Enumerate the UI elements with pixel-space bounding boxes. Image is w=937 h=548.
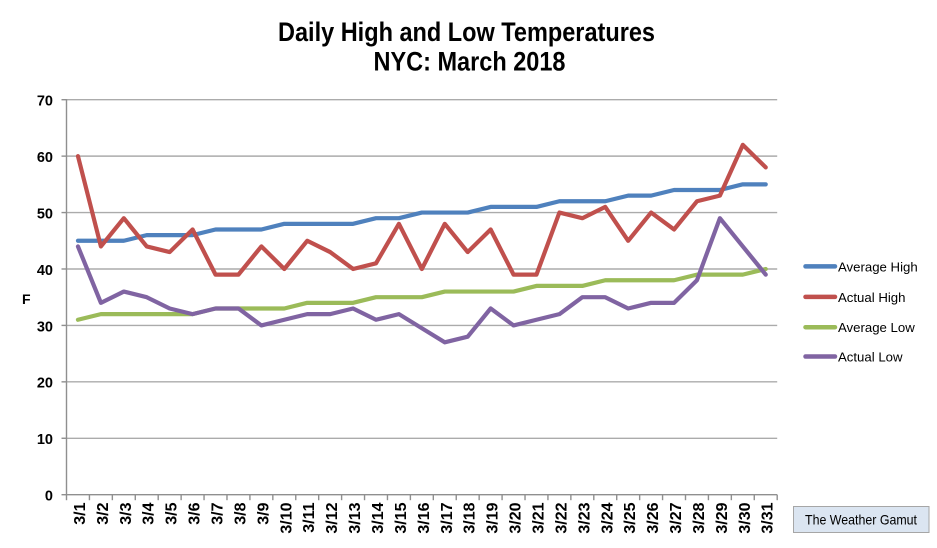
svg-text:Average Low: Average Low [838, 320, 915, 335]
svg-text:3/6: 3/6 [187, 502, 204, 524]
svg-text:10: 10 [37, 432, 53, 448]
svg-text:50: 50 [37, 206, 53, 222]
svg-text:NYC: March 2018: NYC: March 2018 [374, 47, 566, 77]
svg-text:3/14: 3/14 [370, 502, 387, 533]
svg-text:0: 0 [45, 489, 53, 505]
svg-text:3/19: 3/19 [485, 502, 502, 533]
svg-text:3/17: 3/17 [439, 502, 456, 533]
svg-text:3/12: 3/12 [324, 502, 341, 533]
svg-text:3/5: 3/5 [164, 502, 181, 524]
svg-text:70: 70 [37, 94, 53, 110]
svg-text:3/15: 3/15 [393, 502, 410, 533]
svg-text:3/8: 3/8 [232, 502, 249, 524]
svg-text:3/30: 3/30 [737, 502, 754, 533]
svg-text:3/18: 3/18 [462, 502, 479, 533]
svg-text:3/21: 3/21 [530, 502, 547, 533]
svg-text:Actual Low: Actual Low [838, 350, 903, 365]
svg-text:3/31: 3/31 [760, 502, 777, 533]
svg-text:3/9: 3/9 [255, 502, 272, 524]
svg-text:20: 20 [37, 376, 53, 392]
svg-text:3/25: 3/25 [622, 502, 639, 533]
svg-text:3/27: 3/27 [668, 502, 685, 533]
svg-text:3/10: 3/10 [278, 502, 295, 533]
svg-text:Average High: Average High [838, 259, 918, 274]
svg-text:Actual High: Actual High [838, 290, 905, 305]
svg-text:60: 60 [37, 150, 53, 166]
svg-text:3/16: 3/16 [416, 502, 433, 533]
svg-text:3/3: 3/3 [118, 502, 135, 524]
svg-text:3/11: 3/11 [301, 502, 318, 532]
svg-text:3/28: 3/28 [691, 502, 708, 533]
svg-text:3/23: 3/23 [576, 502, 593, 533]
svg-text:Daily High and Low Temperature: Daily High and Low Temperatures [278, 17, 655, 47]
svg-text:3/20: 3/20 [508, 502, 525, 533]
svg-text:40: 40 [37, 263, 53, 279]
svg-text:3/22: 3/22 [553, 502, 570, 533]
svg-text:3/26: 3/26 [645, 502, 662, 533]
svg-text:3/13: 3/13 [347, 502, 364, 533]
svg-text:30: 30 [37, 319, 53, 335]
svg-text:3/1: 3/1 [72, 502, 89, 524]
svg-text:3/4: 3/4 [141, 502, 158, 524]
svg-text:3/29: 3/29 [714, 502, 731, 533]
svg-text:The Weather Gamut: The Weather Gamut [805, 512, 917, 528]
svg-text:3/7: 3/7 [210, 502, 227, 524]
svg-text:3/2: 3/2 [95, 502, 112, 524]
svg-text:3/24: 3/24 [599, 502, 616, 533]
svg-text:F: F [22, 291, 31, 307]
